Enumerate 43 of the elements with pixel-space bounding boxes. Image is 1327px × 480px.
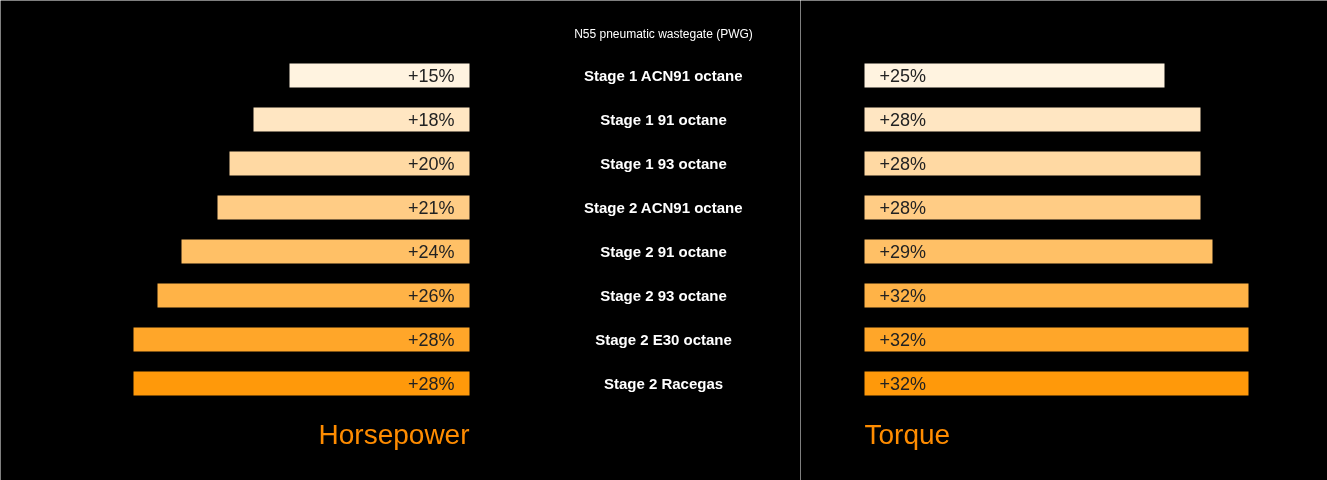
data-label: +28% [879,109,927,130]
data-label: +15% [407,65,455,86]
data-label: +28% [407,373,455,394]
y-tick-label: Stage 2 91 octane [600,243,727,260]
data-label: +21% [407,197,455,218]
bar [217,195,470,220]
y-tick-label: Stage 2 ACN91 octane [583,199,743,216]
bar [864,327,1249,352]
y-tick-label: Stage 1 ACN91 octane [583,67,743,84]
bar [253,107,470,132]
data-label: +32% [879,329,927,350]
data-label: +24% [407,241,455,262]
bar [229,151,470,176]
bar [864,283,1249,308]
bar [864,195,1201,220]
y-tick-label: Stage 2 E30 octane [595,331,732,348]
data-label: +28% [879,197,927,218]
bar [864,371,1249,396]
data-label: +28% [879,153,927,174]
y-tick-label: Stage 1 91 octane [600,111,727,128]
data-label: +25% [879,65,927,86]
bar [864,63,1165,88]
data-label: +20% [407,153,455,174]
bar [157,283,470,308]
y-tick-label: Stage 1 93 octane [600,155,727,172]
bar [289,63,470,88]
data-label: +29% [879,241,927,262]
x-axis-title: Torque [864,419,951,450]
data-label: +28% [407,329,455,350]
bar [181,239,470,264]
bar [864,239,1213,264]
y-tick-label: Stage 2 93 octane [600,287,727,304]
data-label: +26% [407,285,455,306]
bar [864,151,1201,176]
data-label: +18% [407,109,455,130]
bar [864,107,1201,132]
x-axis-title: Horsepower [318,419,470,450]
text: N55 pneumatic wastegate (PWG) [574,26,753,41]
data-label: +32% [879,285,927,306]
data-label: +32% [879,373,927,394]
bar [133,371,470,396]
y-tick-label: Stage 2 Racegas [603,375,724,392]
bar [133,327,470,352]
